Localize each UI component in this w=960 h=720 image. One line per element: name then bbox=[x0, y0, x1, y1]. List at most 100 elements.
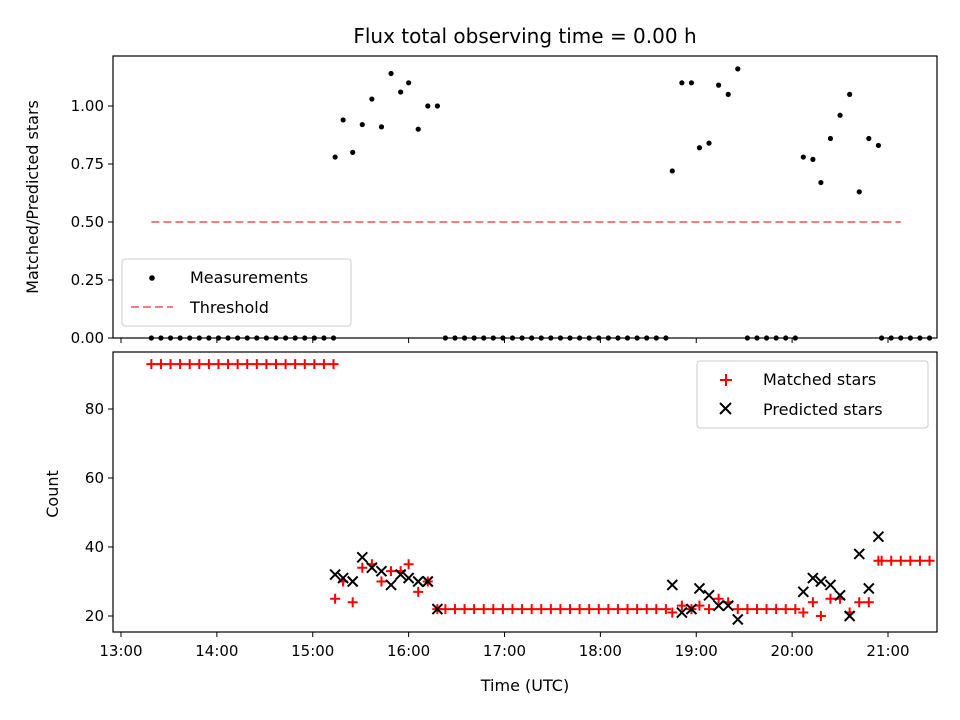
matched-star-point bbox=[507, 604, 518, 615]
x-tick-label: 16:00 bbox=[387, 642, 430, 660]
measurement-point bbox=[706, 140, 712, 146]
measurement-point bbox=[235, 335, 241, 341]
matched-star-point bbox=[555, 604, 566, 615]
matched-star-point bbox=[497, 604, 508, 615]
top-y-tick-label: 1.00 bbox=[71, 97, 104, 115]
measurement-point bbox=[273, 335, 279, 341]
measurement-point bbox=[783, 335, 789, 341]
predicted-star-point bbox=[366, 561, 378, 574]
predicted-star-point bbox=[722, 599, 734, 612]
matched-star-point bbox=[175, 359, 186, 370]
measurement-point bbox=[615, 335, 621, 341]
predicted-star-point bbox=[685, 603, 698, 615]
measurement-point bbox=[509, 335, 516, 341]
measurement-point bbox=[827, 135, 834, 142]
matched-star-point bbox=[270, 359, 281, 370]
matched-star-point bbox=[660, 604, 671, 615]
matched-star-point bbox=[798, 607, 809, 618]
matched-star-point bbox=[593, 604, 604, 615]
matched-star-point bbox=[603, 604, 614, 615]
measurement-point bbox=[875, 142, 882, 149]
measurement-point bbox=[406, 80, 412, 86]
top-y-tick-label: 0.50 bbox=[71, 213, 104, 231]
matched-star-point bbox=[488, 604, 499, 615]
matched-star-point bbox=[914, 555, 925, 566]
measurement-point bbox=[330, 335, 337, 341]
measurement-point bbox=[158, 335, 164, 341]
predicted-star-point bbox=[853, 548, 865, 560]
measurement-point bbox=[634, 335, 640, 341]
predicted-star-point bbox=[666, 579, 678, 591]
top-plot-marks bbox=[148, 66, 933, 341]
predicted-star-point bbox=[872, 530, 885, 543]
matched-star-point bbox=[574, 604, 585, 615]
measurement-point bbox=[263, 335, 270, 341]
measurement-point bbox=[866, 135, 872, 142]
measurement-point bbox=[442, 335, 448, 341]
x-tick-label: 17:00 bbox=[483, 642, 526, 660]
matched-star-point bbox=[347, 597, 358, 608]
x-axis-label: Time (UTC) bbox=[480, 676, 569, 695]
x-tick-label: 13:00 bbox=[99, 642, 142, 660]
x-tick-label: 19:00 bbox=[675, 642, 718, 660]
measurement-point bbox=[187, 335, 193, 341]
predicted-star-point bbox=[693, 582, 706, 595]
measurement-point bbox=[688, 80, 695, 86]
measurement-point bbox=[415, 126, 421, 132]
measurement-point bbox=[206, 335, 212, 341]
x-tick-label: 14:00 bbox=[195, 642, 238, 660]
predicted-star-point bbox=[797, 586, 810, 598]
measurement-point bbox=[490, 335, 496, 341]
matched-star-point bbox=[309, 359, 320, 370]
predicted-star-point bbox=[676, 606, 688, 619]
matched-star-point bbox=[251, 359, 262, 370]
matched-star-point bbox=[622, 604, 633, 615]
predicted-star-point bbox=[834, 589, 846, 602]
legend-matched-label: Matched stars bbox=[763, 370, 876, 389]
bottom-legend: Matched stars Predicted stars bbox=[696, 360, 929, 429]
predicted-star-point bbox=[346, 575, 359, 588]
measurement-point bbox=[254, 335, 260, 341]
predicted-star-point bbox=[394, 568, 407, 581]
matched-star-point bbox=[761, 604, 772, 615]
measurement-point bbox=[196, 335, 202, 341]
measurement-point bbox=[818, 179, 824, 186]
matched-star-point bbox=[732, 604, 743, 615]
matched-star-point bbox=[886, 555, 897, 566]
matched-star-point bbox=[328, 359, 339, 370]
x-tick-label: 21:00 bbox=[866, 642, 909, 660]
measurement-point bbox=[888, 335, 894, 341]
legend-predicted-marker bbox=[719, 402, 732, 415]
matched-star-point bbox=[318, 359, 329, 370]
top-y-tick-label: 0.00 bbox=[71, 329, 104, 347]
measurement-point bbox=[177, 335, 183, 341]
matched-star-point bbox=[203, 359, 214, 370]
matched-star-point bbox=[780, 604, 791, 615]
x-tick-label: 15:00 bbox=[291, 642, 334, 660]
measurement-point bbox=[302, 335, 308, 341]
matched-star-point bbox=[895, 555, 906, 566]
matched-star-point bbox=[232, 359, 243, 370]
legend-matched-marker bbox=[720, 374, 732, 386]
predicted-star-point bbox=[843, 610, 856, 622]
matched-star-point bbox=[155, 359, 166, 370]
measurement-point bbox=[744, 335, 750, 341]
bottom-plot-area bbox=[112, 351, 938, 633]
measurement-point bbox=[538, 335, 544, 341]
bottom-plot-marks bbox=[146, 359, 935, 626]
matched-star-point bbox=[459, 604, 470, 615]
measurement-point bbox=[725, 91, 731, 97]
matched-star-point bbox=[771, 604, 782, 615]
measurement-point bbox=[148, 335, 154, 341]
matched-star-point bbox=[146, 359, 157, 370]
matched-star-point bbox=[676, 600, 687, 611]
bottom-y-tick-label: 60 bbox=[85, 469, 104, 487]
matched-star-point bbox=[242, 359, 253, 370]
matched-star-point bbox=[854, 597, 865, 608]
measurement-point bbox=[763, 335, 770, 341]
matched-star-point bbox=[790, 604, 801, 615]
predicted-star-point bbox=[422, 575, 434, 588]
top-y-tick-label: 0.25 bbox=[71, 271, 104, 289]
predicted-star-point bbox=[815, 575, 827, 588]
predicted-star-point bbox=[431, 603, 444, 615]
